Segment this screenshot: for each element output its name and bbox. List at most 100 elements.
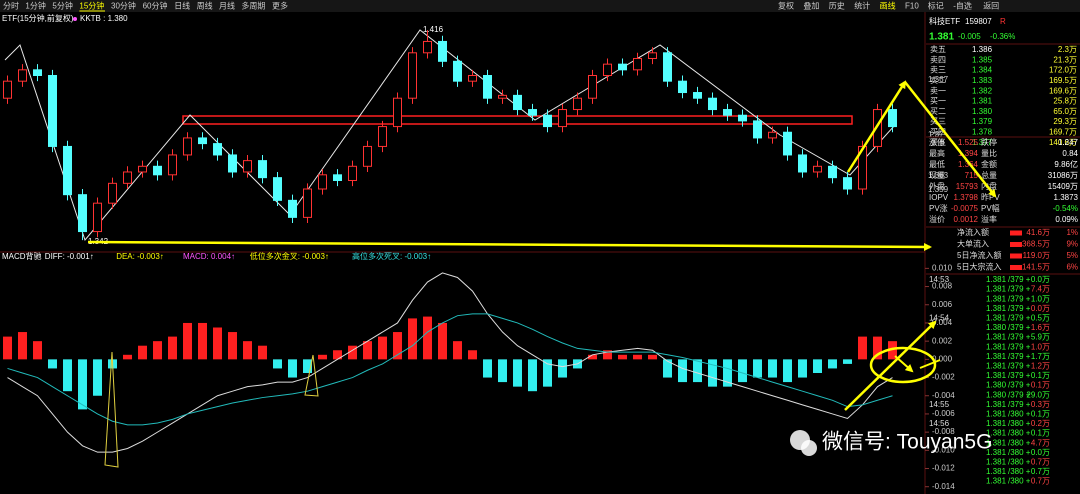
tick-volume: 7.4万 — [1031, 285, 1050, 294]
candle-body — [843, 177, 852, 190]
tick-price: 1.381 — [986, 285, 1007, 294]
tool-button[interactable]: 返回 — [983, 2, 999, 11]
tool-button[interactable]: 历史 — [829, 1, 845, 11]
period-tab[interactable]: 日线 — [174, 1, 190, 11]
tick-price: 1.381 — [986, 352, 1007, 361]
tick-price: 1.380 — [986, 390, 1007, 399]
quote-change: -0.005 — [958, 32, 981, 41]
tick-code: /380 + — [1008, 429, 1031, 438]
macd-line — [7, 313, 893, 426]
order-price: 1.383 — [972, 76, 993, 85]
quote-price: 1.381 — [929, 32, 954, 43]
stat-label: 量比 — [981, 148, 997, 158]
order-label: 卖三 — [930, 66, 946, 75]
order-label: 买二 — [930, 107, 946, 116]
period-tab[interactable]: 更多 — [272, 1, 288, 11]
period-tab[interactable]: 多周期 — [241, 1, 265, 11]
tick-price: 1.381 — [986, 429, 1007, 438]
order-price: 1.377 — [972, 138, 993, 147]
tick-volume: 0.0万 — [1031, 304, 1050, 313]
macd-bar — [33, 341, 42, 360]
tick-volume: 1.0万 — [1031, 342, 1050, 351]
candle-body — [888, 109, 897, 128]
arrow — [846, 80, 907, 173]
tool-button[interactable]: 叠加 — [803, 1, 819, 11]
tick-code: /379 + — [1008, 400, 1031, 409]
stat-value: 1.364 — [958, 160, 979, 169]
macd-bar — [243, 341, 252, 360]
tick-price: 1.381 — [986, 333, 1007, 342]
candle-body — [588, 75, 597, 99]
stat-value: 15409万 — [1048, 182, 1078, 191]
order-volume: 29.3万 — [1053, 117, 1077, 126]
candle-body — [618, 63, 627, 71]
tick-price: 1.380 — [986, 323, 1007, 332]
tool-button[interactable]: 统计 — [854, 1, 870, 11]
arrow — [904, 81, 997, 198]
tick-volume: 4.7万 — [1031, 438, 1050, 447]
tick-code: /379 + — [1008, 304, 1031, 313]
macd-header-item: DIFF: -0.001↑ — [45, 252, 94, 261]
period-tab[interactable]: 周线 — [197, 1, 213, 11]
period-tab[interactable]: 5分钟 — [52, 1, 72, 11]
candle-body — [168, 154, 177, 176]
tick-price: 1.380 — [986, 381, 1007, 390]
tool-button[interactable]: F10 — [905, 2, 919, 11]
macd-bar — [273, 359, 282, 369]
tick-volume: 0.7万 — [1031, 477, 1050, 486]
period-tab[interactable]: 分时 — [3, 1, 19, 11]
order-price: 1.382 — [972, 86, 993, 95]
macd-bar — [483, 359, 492, 378]
tick-volume: 0.5万 — [1031, 314, 1050, 323]
period-tab[interactable]: 60分钟 — [143, 1, 168, 11]
tick-price: 1.381 — [986, 275, 1007, 284]
macd-bar — [183, 322, 192, 360]
macd-bar — [693, 359, 702, 383]
tick-volume: 1.6万 — [1031, 323, 1050, 332]
macd-bar — [3, 336, 12, 360]
period-tab[interactable]: 月线 — [219, 1, 235, 11]
tick-code: /380 + — [1008, 419, 1031, 428]
red-box — [182, 115, 853, 125]
candle-body — [693, 92, 702, 99]
highlight-ellipse — [869, 346, 937, 384]
tick-price: 1.381 — [986, 458, 1007, 467]
macd-bar — [543, 359, 552, 387]
stat-value: 9.86亿 — [1054, 159, 1078, 169]
macd-bar — [18, 332, 27, 360]
macd-bar — [603, 350, 612, 360]
candle-body — [738, 114, 747, 122]
period-tab[interactable]: 1分钟 — [25, 1, 45, 11]
stat-value: 0.84 — [1062, 149, 1078, 158]
macd-header-item: MACD: 0.004↑ — [183, 252, 235, 261]
tool-button[interactable]: 画线 — [880, 1, 896, 11]
tick-price: 1.381 — [986, 448, 1007, 457]
tool-button[interactable]: 标记 — [928, 1, 944, 11]
tick-price: 1.381 — [986, 477, 1007, 486]
flow-value: 41.6万 — [1026, 228, 1050, 237]
stat-value: 1.3873 — [1054, 193, 1079, 202]
period-tab[interactable]: 15分钟 — [79, 1, 104, 11]
candle-body — [303, 188, 312, 218]
stat-label: IOPV — [929, 193, 949, 202]
period-tab[interactable]: 30分钟 — [111, 1, 136, 11]
watermark-text: 微信号: Touyan5G — [822, 431, 992, 454]
tick-volume: 0.3万 — [1031, 400, 1050, 409]
order-price: 1.386 — [972, 45, 993, 54]
macd-bar — [738, 359, 747, 383]
macd-header-item: DEA: -0.003↑ — [116, 252, 164, 261]
stat-value: 0.09% — [1055, 215, 1078, 224]
candle-body — [213, 143, 222, 156]
macd-bar — [378, 336, 387, 360]
tick-code: /380 + — [1008, 458, 1031, 467]
candle-body — [393, 97, 402, 128]
order-label: 卖一 — [930, 86, 946, 95]
order-volume: 2.3万 — [1058, 45, 1077, 54]
tick-volume: 0.0万 — [1031, 448, 1050, 457]
tool-button[interactable]: 复权 — [778, 1, 794, 11]
candle-body — [408, 52, 417, 99]
tool-button[interactable]: -自选 — [953, 1, 972, 11]
macd-bar — [138, 345, 147, 360]
tick-volume: 0.7万 — [1031, 467, 1050, 476]
